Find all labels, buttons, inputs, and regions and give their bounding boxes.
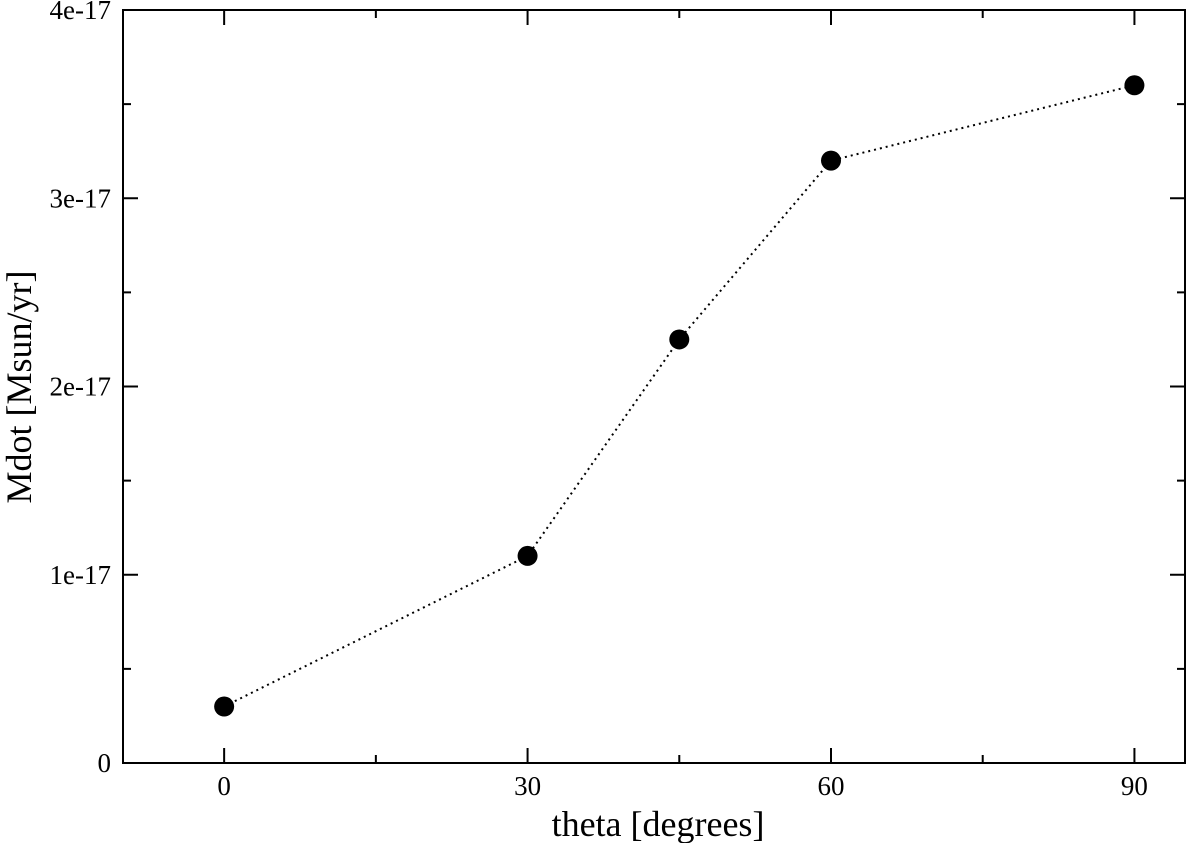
y-tick-label: 2e-17 — [50, 372, 111, 402]
x-tick-label: 90 — [1121, 771, 1148, 801]
x-tick-label: 0 — [217, 771, 231, 801]
y-tick-label: 4e-17 — [50, 0, 111, 25]
series-line — [223, 84, 1135, 708]
series-points — [214, 75, 1145, 717]
data-point — [821, 150, 841, 171]
y-tick-label: 3e-17 — [50, 183, 111, 213]
y-tick-label: 0 — [98, 748, 112, 778]
data-point — [517, 545, 538, 566]
y-tick-label: 1e-17 — [50, 560, 111, 590]
data-point — [1124, 75, 1145, 96]
plot-frame — [122, 9, 1186, 764]
x-tick-label: 30 — [514, 771, 541, 801]
series-lines — [223, 84, 1135, 708]
data-point — [669, 329, 690, 350]
x-tick-label: 60 — [818, 771, 845, 801]
y-axis-label: Mdot [Msun/yr] — [0, 271, 39, 504]
axis-tick-labels: 0 30 60 90 0 1e-17 2e-17 3e-17 4e-17 — [50, 0, 1148, 801]
data-point — [214, 696, 235, 717]
axis-ticks — [123, 9, 1185, 764]
x-axis-label: theta [degrees] — [552, 804, 765, 843]
